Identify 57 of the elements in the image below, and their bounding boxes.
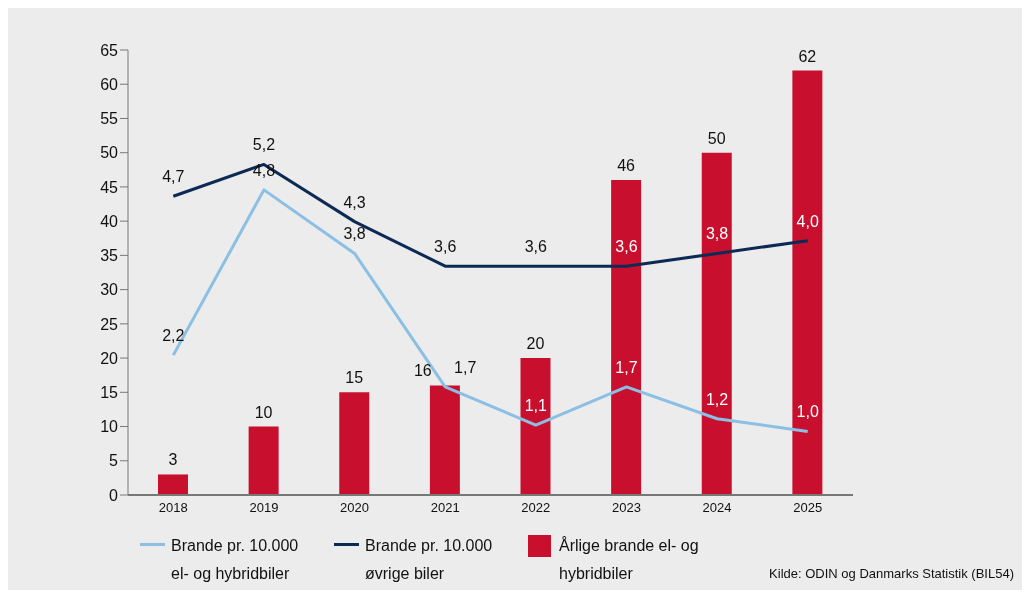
x-tick-label: 2018	[158, 500, 188, 516]
data-label: 3,6	[434, 238, 457, 256]
data-label: 4,3	[343, 193, 366, 211]
text: Kilde: ODIN og Danmarks Statistik (BIL54)	[769, 566, 1014, 581]
x-tick-label: 2023	[611, 500, 641, 516]
bar	[520, 358, 551, 495]
data-label: 3,6	[615, 238, 638, 256]
y-tick-label: 0	[109, 486, 119, 504]
data-label: 1,7	[615, 358, 638, 376]
y-tick-label: 15	[100, 383, 119, 401]
y-tick-label: 55	[100, 110, 119, 128]
data-label: 20	[526, 335, 545, 353]
y-tick-label: 5	[109, 452, 119, 470]
x-tick-label: 2025	[793, 500, 823, 516]
x-tick-label: 2022	[521, 500, 551, 516]
data-label: 46	[617, 157, 636, 175]
data-label: 3,8	[343, 225, 366, 243]
y-tick-label: 45	[100, 178, 119, 196]
y-tick-label: 50	[100, 144, 119, 162]
data-label: 1,0	[796, 403, 819, 421]
data-label: 15	[345, 369, 364, 387]
legend-label: Brande pr. 10.000 øvrige biler	[365, 536, 494, 584]
data-label: 1,2	[705, 390, 729, 408]
data-label: 62	[798, 47, 817, 65]
data-label: 10	[254, 403, 273, 421]
y-tick-label: 30	[100, 281, 119, 299]
y-tick-label: 10	[100, 418, 119, 436]
bar	[611, 180, 642, 495]
data-label: 16	[413, 362, 432, 380]
x-tick-label: 2021	[430, 500, 460, 516]
bar	[339, 392, 370, 495]
bar	[792, 70, 823, 495]
y-tick-label: 40	[100, 212, 119, 230]
data-label: 50	[707, 129, 726, 147]
data-label: 3,8	[705, 225, 729, 243]
y-tick-label: 65	[100, 41, 119, 59]
data-label: 4,7	[162, 168, 185, 186]
bar	[158, 474, 188, 495]
data-label: 5,2	[252, 136, 276, 154]
x-tick-label: 2019	[249, 500, 279, 516]
y-tick-label: 60	[100, 75, 119, 93]
y-tick-label: 35	[100, 247, 119, 265]
y-tick-label: 20	[100, 349, 119, 367]
data-label: 3	[168, 451, 178, 469]
data-label: 2,2	[162, 327, 185, 345]
y-tick-label: 25	[100, 315, 119, 333]
bar	[701, 152, 732, 495]
x-tick-label: 2020	[340, 500, 370, 516]
data-label: 1,7	[454, 358, 477, 376]
data-label: 4,0	[796, 212, 819, 230]
legend-label: Årlige brande el- og hybridbiler	[559, 535, 700, 584]
data-label: 1,1	[524, 397, 548, 415]
x-tick-label: 2024	[702, 500, 732, 516]
bar	[429, 385, 460, 495]
data-label: 3,6	[524, 238, 548, 256]
legend-label: Brande pr. 10.000 el- og hybridbiler	[171, 536, 300, 584]
bar	[248, 426, 279, 495]
